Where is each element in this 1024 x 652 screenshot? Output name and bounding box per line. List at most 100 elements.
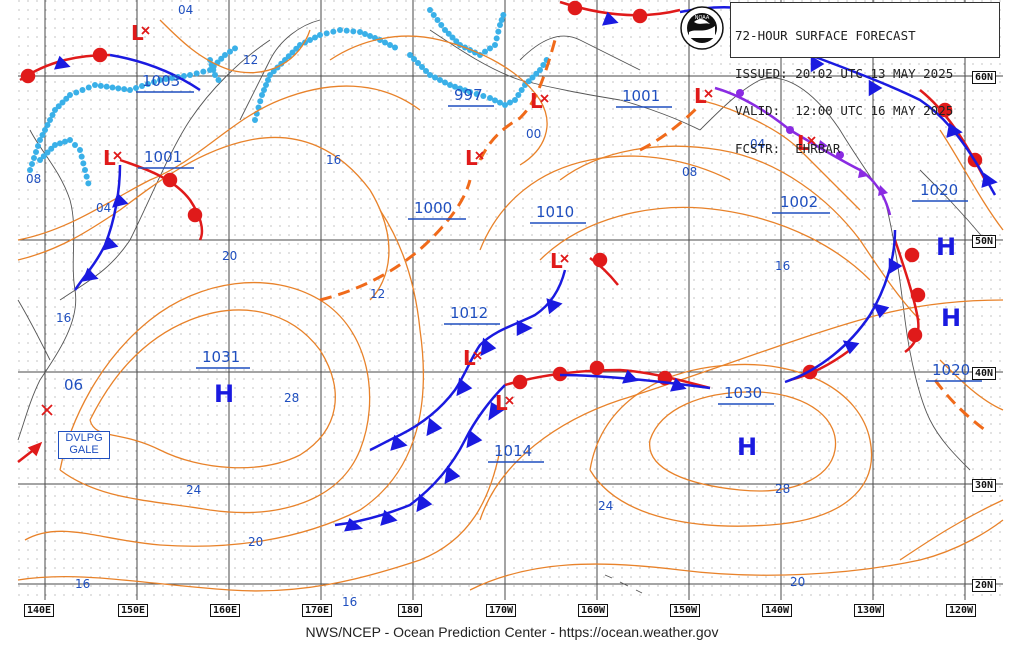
ice-edge-dot xyxy=(83,173,90,180)
ice-edge-dot xyxy=(27,167,33,173)
ice-edge-dot xyxy=(73,89,80,96)
header-issued: ISSUED: 20:02 UTC 13 MAY 2025 xyxy=(735,65,954,81)
ice-edge-dot xyxy=(67,137,73,143)
gale-line1: DVLPG xyxy=(65,432,103,444)
ice-edge-dot xyxy=(457,85,463,92)
ice-edge-dot xyxy=(31,155,37,161)
ice-edge-dot xyxy=(362,31,368,37)
low-center-marker: L xyxy=(797,131,810,155)
ice-edge-dot xyxy=(434,17,441,23)
ice-edge-dot xyxy=(487,95,493,101)
isobar-label: 16 xyxy=(75,577,90,591)
ice-edge-dot xyxy=(427,72,433,78)
ice-edge-dot xyxy=(343,27,350,34)
pressure-value: 1030 xyxy=(724,384,762,402)
ice-edge-dot xyxy=(312,34,318,41)
isobars xyxy=(17,19,1004,592)
isobar-label: 28 xyxy=(775,482,790,496)
low-center-marker: L xyxy=(530,89,543,113)
ice-edge-dot xyxy=(518,87,525,93)
isobar-label: 04 xyxy=(178,3,193,17)
latitude-label: 50N xyxy=(972,235,997,248)
ice-edge-dot xyxy=(48,145,55,152)
ice-edge-dot xyxy=(52,107,58,113)
high-centers: H H H H xyxy=(214,233,961,461)
ice-edge-dot xyxy=(215,77,222,83)
ice-edge-dot xyxy=(438,22,445,28)
ice-edge-dot xyxy=(42,127,48,133)
ice-edge-dot xyxy=(145,81,151,87)
longitude-label: 160E xyxy=(210,604,241,617)
isobar-labels: 04 12 08 04 16 20 28 24 20 16 16 12 00 0… xyxy=(26,3,805,609)
ice-edge-dot xyxy=(430,12,437,18)
isobar-label: 16 xyxy=(56,311,71,325)
longitude-label: 130W xyxy=(854,604,885,617)
isobar-label: 06 xyxy=(64,376,83,394)
ice-edge-dot xyxy=(57,140,63,147)
ice-edge-dot xyxy=(227,48,233,55)
developing-gale-warning: DVLPG GALE xyxy=(58,431,110,459)
ice-edge-dot xyxy=(533,70,540,77)
ice-edge-dot xyxy=(293,45,300,52)
ice-edge-dot xyxy=(115,85,122,92)
ice-edge-dot xyxy=(525,78,532,85)
isobar-label: 16 xyxy=(342,595,357,609)
lat-lon-grid xyxy=(18,0,1003,600)
ice-edge-dot xyxy=(29,161,35,167)
isobar-label: 20 xyxy=(790,575,805,589)
ice-edge-dot xyxy=(35,143,41,149)
ice-edge-dot xyxy=(350,28,357,35)
ice-edge-dot xyxy=(169,75,175,81)
ice-edge-dot xyxy=(39,132,46,138)
isobar-label: 08 xyxy=(26,172,41,186)
ice-edge-dot xyxy=(193,70,200,77)
ice-edge-dot xyxy=(121,86,128,93)
isobar-label: 16 xyxy=(775,259,790,273)
ice-edge-dot xyxy=(212,72,218,78)
ice-edge-dot xyxy=(62,138,68,145)
longitude-label: 160W xyxy=(578,604,609,617)
ice-edge-dot xyxy=(427,7,433,13)
ice-edge-dot xyxy=(218,55,225,62)
ice-edge-dot xyxy=(139,83,145,89)
ice-edge-dot xyxy=(37,157,43,163)
ice-edge-dot xyxy=(44,149,51,156)
ice-edge-dot xyxy=(487,45,493,52)
latitude-label: 40N xyxy=(972,367,997,380)
low-center-marker: L xyxy=(131,21,144,45)
ice-edge-dot xyxy=(285,53,292,60)
ice-edge-dot xyxy=(37,137,43,143)
ice-edge-dot xyxy=(467,89,473,95)
ice-edge-dot xyxy=(442,79,448,86)
high-center-marker: H xyxy=(214,380,234,408)
ice-edge-dot xyxy=(473,91,480,97)
ice-edge-dot xyxy=(442,27,448,33)
ice-edge-dot xyxy=(432,74,438,81)
ice-edge-dot xyxy=(512,97,518,103)
ice-edge-dot xyxy=(482,48,488,55)
pressure-value: 1002 xyxy=(780,193,818,211)
high-center-marker: H xyxy=(737,433,757,461)
ice-edge-dot xyxy=(497,99,503,106)
longitude-label: 170W xyxy=(486,604,517,617)
ice-edge-dot xyxy=(261,87,267,93)
ice-edge-dot xyxy=(497,22,503,28)
cold-fronts xyxy=(54,5,998,532)
isobar-label: 00 xyxy=(526,127,541,141)
ice-edge-dot xyxy=(392,44,398,51)
ice-edge-dot xyxy=(529,74,536,81)
isobar-label: 20 xyxy=(248,535,263,549)
ice-edge-dot xyxy=(82,167,88,173)
ice-edge-dot xyxy=(411,56,417,62)
low-x-marks xyxy=(41,26,816,416)
ice-edge-dot xyxy=(210,67,217,73)
ice-edge-dot xyxy=(257,98,264,105)
ice-edge-dot xyxy=(52,142,58,148)
ice-edge-dot xyxy=(79,87,86,93)
ice-edge-dot xyxy=(502,102,508,108)
ice-edge-dot xyxy=(103,83,110,90)
ice-edge-dot xyxy=(44,122,51,128)
isobar-label: 04 xyxy=(750,137,765,151)
pressure-value: 1012 xyxy=(450,304,488,322)
